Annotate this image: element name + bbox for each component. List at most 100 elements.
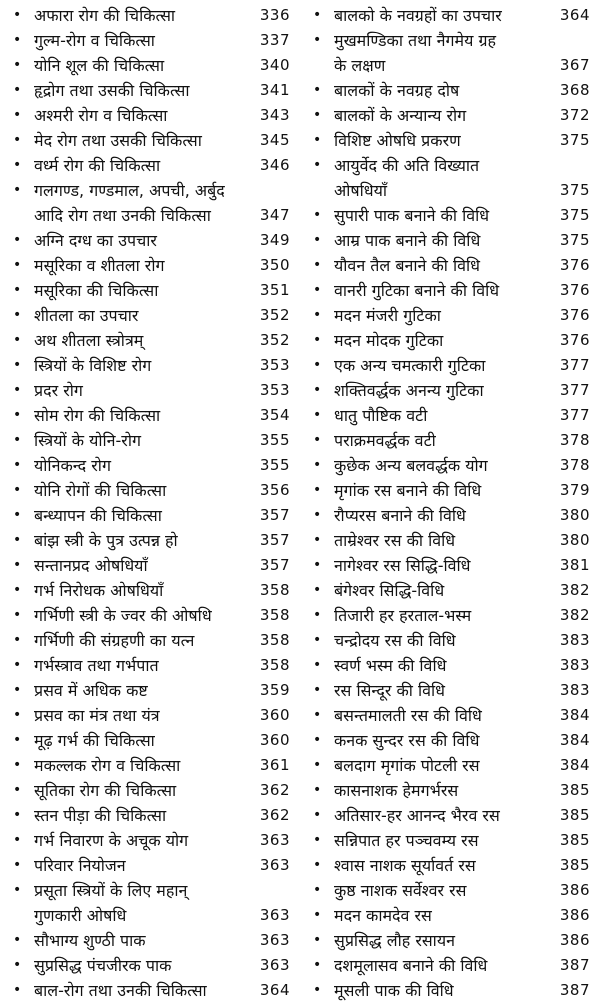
toc-entry-title: वर्ध्म रोग की चिकित्सा bbox=[34, 156, 161, 175]
toc-entry: • सन्निपात हर पञ्चवम्य रस 385 bbox=[308, 828, 598, 853]
toc-entry-page-number: 354 bbox=[259, 406, 290, 424]
toc-entry-line: • गुल्म-रोग व चिकित्सा 337 bbox=[8, 28, 298, 53]
bullet-icon: • bbox=[13, 182, 22, 198]
toc-entry-title: ताम्रेश्वर रस की विधि bbox=[334, 531, 456, 550]
bullet-icon: • bbox=[13, 332, 22, 348]
toc-entry-page-number: 350 bbox=[259, 256, 290, 274]
toc-entry: • गर्भ निवारण के अचूक योग 363 bbox=[8, 828, 298, 853]
toc-entry-title: हृद्रोग तथा उसकी चिकित्सा bbox=[34, 81, 190, 100]
toc-entry-page-number: 364 bbox=[559, 6, 590, 24]
toc-entry: • गलगण्ड, गण्डमाल, अपची, अर्बुद आदि रोग तथ… bbox=[8, 178, 298, 228]
toc-entry-line: • आम्र पाक बनाने की विधि 375 bbox=[308, 228, 598, 253]
toc-entry-title: कनक सुन्दर रस की विधि bbox=[334, 731, 480, 750]
toc-entry-page-number: 358 bbox=[259, 631, 290, 649]
toc-entry-page-number: 360 bbox=[259, 706, 290, 724]
toc-entry-line: • सोम रोग की चिकित्सा 354 bbox=[8, 403, 298, 428]
bullet-icon: • bbox=[13, 82, 22, 98]
toc-entry: • बालकों के नवग्रह दोष 368 bbox=[308, 78, 598, 103]
toc-entry-line: • स्वर्ण भस्म की विधि 383 bbox=[308, 653, 598, 678]
toc-entry: • मदन कामदेव रस 386 bbox=[308, 903, 598, 928]
toc-entry-page-number: 386 bbox=[559, 931, 590, 949]
toc-entry-page-number: 372 bbox=[559, 106, 590, 124]
toc-entry-page-number: 341 bbox=[259, 81, 290, 99]
toc-entry-title: अश्मरी रोग व चिकित्सा bbox=[34, 106, 168, 125]
toc-entry: • कासनाशक हेमगर्भरस 385 bbox=[308, 778, 598, 803]
toc-entry-line: • ताम्रेश्वर रस की विधि 380 bbox=[308, 528, 598, 553]
toc-entry-title: ओषधियाँ bbox=[334, 181, 388, 200]
toc-entry-line: • सौभाग्य शुण्ठी पाक 363 bbox=[8, 928, 298, 953]
bullet-icon: • bbox=[313, 657, 322, 673]
toc-entry-page-number: 363 bbox=[259, 856, 290, 874]
bullet-icon: • bbox=[313, 332, 322, 348]
toc-entry-title: बाल-रोग तथा उनकी चिकित्सा bbox=[34, 981, 207, 1000]
toc-entry: • स्वर्ण भस्म की विधि 383 bbox=[308, 653, 598, 678]
toc-entry-title: विशिष्ट ओषधि प्रकरण bbox=[334, 131, 461, 150]
toc-entry: • बालकों के अन्यान्य रोग 372 bbox=[308, 103, 598, 128]
toc-entry-title: गर्भिणी की संग्रहणी का यत्न bbox=[34, 631, 195, 650]
toc-entry: • सुप्रसिद्ध लौह रसायन 386 bbox=[308, 928, 598, 953]
toc-entry: • एक अन्य चमत्कारी गुटिका 377 bbox=[308, 353, 598, 378]
toc-entry-line: • मदन मोदक गुटिका 376 bbox=[308, 328, 598, 353]
toc-entry-title: अफारा रोग की चिकित्सा bbox=[34, 6, 176, 25]
toc-entry-line: • मुखमण्डिका तथा नैगमेय ग्रह bbox=[308, 28, 598, 53]
toc-entry: • यौवन तैल बनाने की विधि 376 bbox=[308, 253, 598, 278]
toc-entry-title: गुल्म-रोग व चिकित्सा bbox=[34, 31, 155, 50]
toc-entry: • प्रसव में अधिक कष्ट 359 bbox=[8, 678, 298, 703]
toc-entry-page-number: 349 bbox=[259, 231, 290, 249]
bullet-icon: • bbox=[313, 957, 322, 973]
bullet-icon: • bbox=[13, 482, 22, 498]
bullet-icon: • bbox=[13, 607, 22, 623]
toc-entry-title: धातु पौष्टिक वटी bbox=[334, 406, 428, 425]
toc-entry-line: • चन्द्रोदय रस की विधि 383 bbox=[308, 628, 598, 653]
toc-entry-line: • पराक्रमवर्द्धक वटी 378 bbox=[308, 428, 598, 453]
toc-entry-line: • अश्मरी रोग व चिकित्सा 343 bbox=[8, 103, 298, 128]
toc-entry-line: • एक अन्य चमत्कारी गुटिका 377 bbox=[308, 353, 598, 378]
toc-entry: • प्रसूता स्त्रियों के लिए महान् गुणकारी ओ… bbox=[8, 878, 298, 928]
toc-entry-title: बालकों के नवग्रह दोष bbox=[334, 81, 460, 100]
toc-entry-page-number: 375 bbox=[559, 231, 590, 249]
bullet-icon: • bbox=[313, 832, 322, 848]
toc-entry-page-number: 352 bbox=[259, 331, 290, 349]
toc-entry-title: सौभाग्य शुण्ठी पाक bbox=[34, 931, 146, 950]
bullet-icon: • bbox=[13, 857, 22, 873]
toc-entry-page-number: 353 bbox=[259, 381, 290, 399]
toc-entry-title: प्रदर रोग bbox=[34, 381, 83, 400]
toc-entry-line: • बांझ स्त्री के पुत्र उत्पन्न हो 357 bbox=[8, 528, 298, 553]
toc-entry-title: वानरी गुटिका बनाने की विधि bbox=[334, 281, 500, 300]
toc-entry-page-number: 351 bbox=[259, 281, 290, 299]
toc-entry: • योनिकन्द रोग 355 bbox=[8, 453, 298, 478]
toc-entry-title: गुणकारी ओषधि bbox=[34, 906, 127, 925]
toc-entry: • पराक्रमवर्द्धक वटी 378 bbox=[308, 428, 598, 453]
toc-entry-line: • कुछेक अन्य बलवर्द्धक योग 378 bbox=[308, 453, 598, 478]
toc-entry-title: मसूरिका की चिकित्सा bbox=[34, 281, 159, 300]
toc-entry-line: • अतिसार-हर आनन्द भैरव रस 385 bbox=[308, 803, 598, 828]
toc-entry-title: बंगेश्वर सिद्धि-विधि bbox=[334, 581, 445, 600]
bullet-icon: • bbox=[13, 957, 22, 973]
bullet-icon: • bbox=[13, 132, 22, 148]
toc-entry-line: • कुष्ठ नाशक सर्वेश्वर रस 386 bbox=[308, 878, 598, 903]
toc-entry: • तिजारी हर हरताल-भस्म 382 bbox=[308, 603, 598, 628]
toc-entry-title: चन्द्रोदय रस की विधि bbox=[334, 631, 456, 650]
toc-entry: • धातु पौष्टिक वटी 377 bbox=[308, 403, 598, 428]
toc-entry-line: • मूसली पाक की विधि 387 bbox=[308, 978, 598, 1003]
toc-entry-title: मसूरिका व शीतला रोग bbox=[34, 256, 165, 275]
toc-entry: • सन्तानप्रद ओषधियाँ 357 bbox=[8, 553, 298, 578]
toc-entry-page-number: 376 bbox=[559, 306, 590, 324]
toc-entry-line: • श्वास नाशक सूर्यावर्त रस 385 bbox=[308, 853, 598, 878]
toc-entry-line: • बालको के नवग्रहों का उपचार 364 bbox=[308, 3, 598, 28]
toc-entry-line: गुणकारी ओषधि 363 bbox=[8, 903, 298, 928]
toc-entry-line: • प्रसव में अधिक कष्ट 359 bbox=[8, 678, 298, 703]
toc-entry-line: • प्रसव का मंत्र तथा यंत्र 360 bbox=[8, 703, 298, 728]
toc-entry-page-number: 384 bbox=[559, 706, 590, 724]
toc-entry-title: नागेश्वर रस सिद्धि-विधि bbox=[334, 556, 471, 575]
toc-left-column: • अफारा रोग की चिकित्सा 336 • गुल्म-रोग व चि… bbox=[8, 3, 298, 1003]
toc-entry: • रस सिन्दूर की विधि 383 bbox=[308, 678, 598, 703]
toc-entry: • बसन्तमालती रस की विधि 384 bbox=[308, 703, 598, 728]
toc-entry: • मदन मंजरी गुटिका 376 bbox=[308, 303, 598, 328]
toc-entry-title: पराक्रमवर्द्धक वटी bbox=[334, 431, 436, 450]
bullet-icon: • bbox=[313, 607, 322, 623]
toc-entry-line: • मदन कामदेव रस 386 bbox=[308, 903, 598, 928]
toc-entry-page-number: 340 bbox=[259, 56, 290, 74]
toc-entry-page-number: 383 bbox=[559, 656, 590, 674]
toc-entry: • सोम रोग की चिकित्सा 354 bbox=[8, 403, 298, 428]
